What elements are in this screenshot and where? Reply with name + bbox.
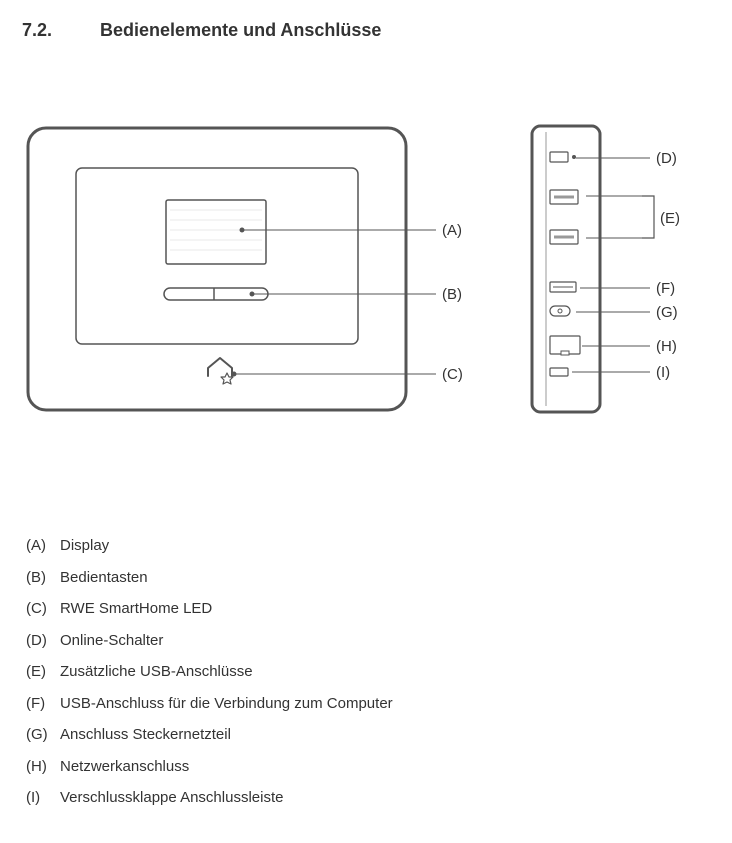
legend-key: (F) bbox=[26, 688, 50, 720]
legend-list: (A) Display (B) Bedientasten (C) RWE SmartHom… bbox=[26, 530, 393, 814]
callout-label-h: (H) bbox=[656, 338, 677, 355]
legend-row: (G) Anschluss Steckernetzteil bbox=[26, 719, 393, 751]
legend-key: (B) bbox=[26, 562, 50, 594]
legend-text: Zusätzliche USB-Anschlüsse bbox=[60, 656, 253, 688]
figure-container: (A) (B) (C) (D) (E) (F) (G) (H) (I) bbox=[24, 120, 708, 420]
legend-text: Online-Schalter bbox=[60, 625, 163, 657]
legend-key: (E) bbox=[26, 656, 50, 688]
legend-key: (I) bbox=[26, 782, 50, 814]
legend-key: (C) bbox=[26, 593, 50, 625]
legend-text: RWE SmartHome LED bbox=[60, 593, 212, 625]
callout-label-b: (B) bbox=[442, 286, 462, 303]
legend-key: (G) bbox=[26, 719, 50, 751]
section-heading: 7.2. Bedienelemente und Anschlüsse bbox=[22, 20, 381, 41]
legend-key: (H) bbox=[26, 751, 50, 783]
legend-text: USB-Anschluss für die Verbindung zum Com… bbox=[60, 688, 393, 720]
callout-label-e: (E) bbox=[660, 210, 680, 227]
callout-label-d: (D) bbox=[656, 150, 677, 167]
section-title: Bedienelemente und Anschlüsse bbox=[100, 20, 381, 41]
legend-text: Bedientasten bbox=[60, 562, 148, 594]
legend-text: Anschluss Steckernetzteil bbox=[60, 719, 231, 751]
legend-row: (D) Online-Schalter bbox=[26, 625, 393, 657]
legend-row: (I) Verschlussklappe Anschlussleiste bbox=[26, 782, 393, 814]
callout-label-i: (I) bbox=[656, 364, 670, 381]
legend-key: (A) bbox=[26, 530, 50, 562]
legend-text: Netzwerkanschluss bbox=[60, 751, 189, 783]
callout-label-f: (F) bbox=[656, 280, 675, 297]
legend-row: (C) RWE SmartHome LED bbox=[26, 593, 393, 625]
callout-label-g: (G) bbox=[656, 304, 678, 321]
device-diagram bbox=[24, 120, 708, 420]
legend-row: (B) Bedientasten bbox=[26, 562, 393, 594]
section-number: 7.2. bbox=[22, 20, 52, 41]
callout-label-c: (C) bbox=[442, 366, 463, 383]
legend-row: (F) USB-Anschluss für die Verbindung zum … bbox=[26, 688, 393, 720]
callout-label-a: (A) bbox=[442, 222, 462, 239]
legend-row: (H) Netzwerkanschluss bbox=[26, 751, 393, 783]
legend-text: Display bbox=[60, 530, 109, 562]
legend-key: (D) bbox=[26, 625, 50, 657]
legend-row: (E) Zusätzliche USB-Anschlüsse bbox=[26, 656, 393, 688]
legend-text: Verschlussklappe Anschlussleiste bbox=[60, 782, 283, 814]
legend-row: (A) Display bbox=[26, 530, 393, 562]
